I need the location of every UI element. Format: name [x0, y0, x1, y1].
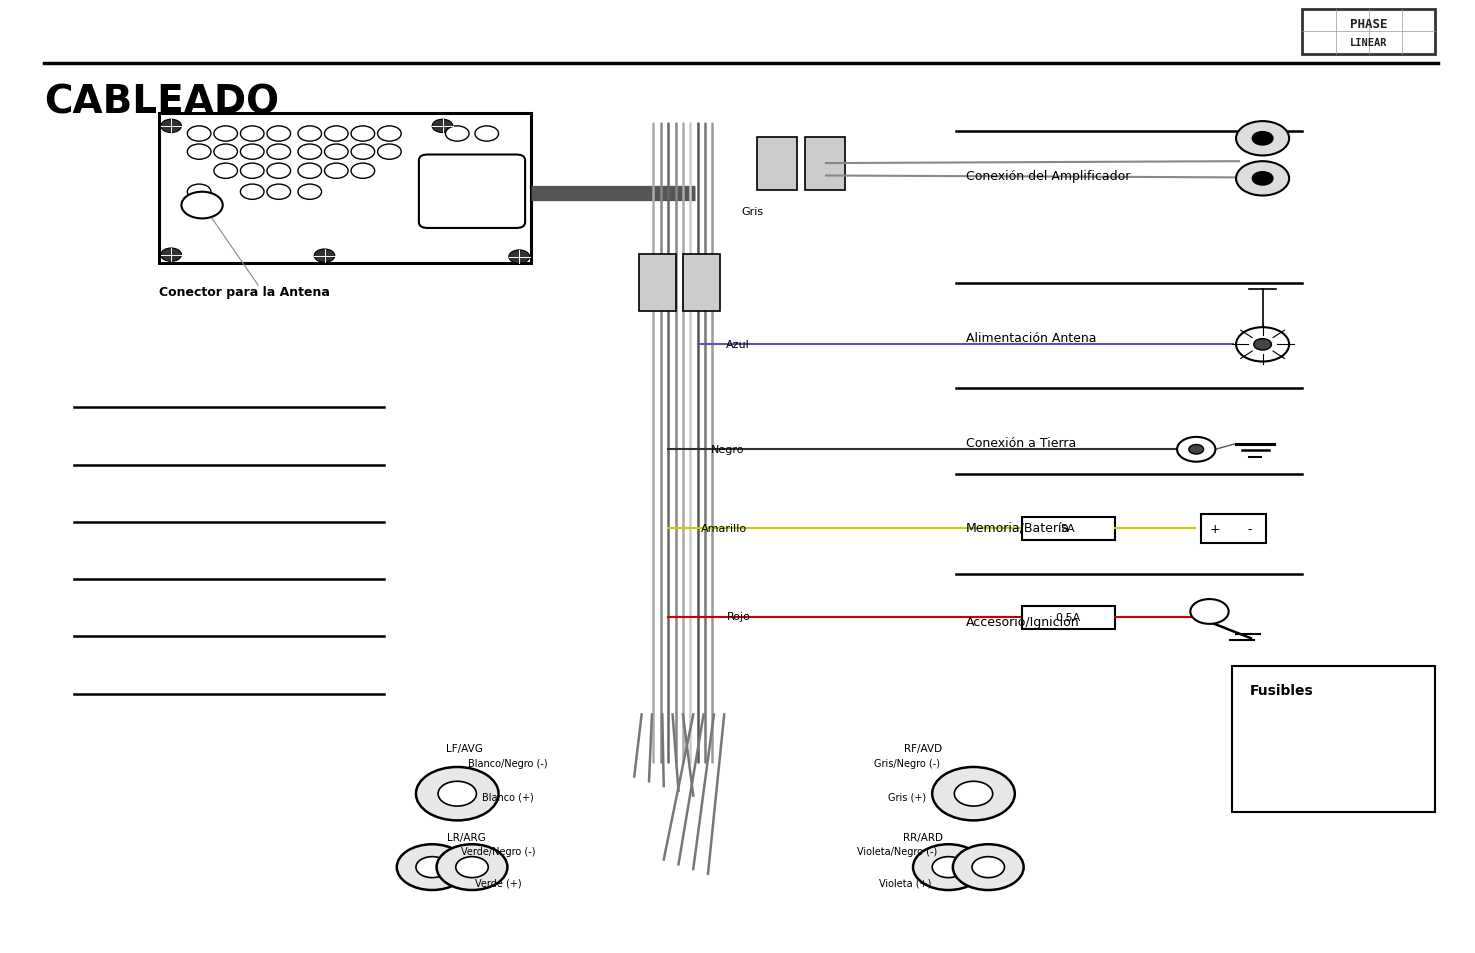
- Circle shape: [972, 857, 1004, 878]
- Circle shape: [913, 844, 984, 890]
- Text: Verde (+): Verde (+): [475, 878, 522, 887]
- Circle shape: [240, 127, 264, 142]
- Circle shape: [267, 164, 291, 179]
- Circle shape: [187, 145, 211, 160]
- Text: Negro: Negro: [711, 445, 743, 455]
- Text: Rojo: Rojo: [727, 612, 751, 621]
- Bar: [1302, 10, 1435, 55]
- Circle shape: [161, 120, 181, 133]
- Circle shape: [214, 127, 237, 142]
- Circle shape: [1236, 122, 1289, 156]
- Circle shape: [214, 145, 237, 160]
- Circle shape: [298, 145, 322, 160]
- Circle shape: [1236, 328, 1289, 362]
- Text: 0.5A: 0.5A: [1055, 613, 1081, 622]
- Circle shape: [324, 145, 348, 160]
- Circle shape: [240, 164, 264, 179]
- Circle shape: [351, 127, 375, 142]
- Text: 5A: 5A: [1061, 524, 1075, 534]
- Circle shape: [1236, 162, 1289, 196]
- Text: LR/ARG: LR/ARG: [447, 832, 485, 841]
- Circle shape: [1190, 599, 1229, 624]
- Text: RR/ARD: RR/ARD: [903, 832, 944, 841]
- Text: Gris: Gris: [742, 207, 764, 216]
- Circle shape: [953, 844, 1024, 890]
- Text: -: -: [1246, 522, 1252, 536]
- Text: Gris/Negro (-): Gris/Negro (-): [875, 759, 940, 768]
- Circle shape: [438, 781, 476, 806]
- Text: +: +: [1210, 522, 1221, 536]
- Circle shape: [954, 781, 993, 806]
- Circle shape: [161, 249, 181, 262]
- Circle shape: [267, 185, 291, 200]
- Text: Conexión a Tierra: Conexión a Tierra: [966, 436, 1077, 450]
- Circle shape: [267, 127, 291, 142]
- Circle shape: [475, 127, 499, 142]
- Circle shape: [509, 251, 530, 264]
- Bar: [1201, 515, 1266, 543]
- Circle shape: [445, 127, 469, 142]
- Text: Violeta (+): Violeta (+): [879, 878, 932, 887]
- FancyBboxPatch shape: [419, 155, 525, 229]
- Bar: [1022, 517, 1115, 540]
- Bar: [683, 254, 720, 312]
- Circle shape: [1254, 339, 1271, 351]
- Circle shape: [181, 193, 223, 219]
- Circle shape: [416, 767, 499, 821]
- Text: Azul: Azul: [726, 340, 749, 350]
- Bar: [1022, 606, 1115, 629]
- Circle shape: [432, 120, 453, 133]
- Bar: [1232, 666, 1435, 812]
- Circle shape: [214, 164, 237, 179]
- Circle shape: [437, 844, 507, 890]
- Circle shape: [187, 185, 211, 200]
- Circle shape: [932, 767, 1015, 821]
- Text: LF/AVG: LF/AVG: [447, 743, 484, 753]
- Circle shape: [324, 127, 348, 142]
- Circle shape: [314, 250, 335, 263]
- Circle shape: [187, 127, 211, 142]
- Text: Gris (+): Gris (+): [888, 792, 926, 801]
- Text: Alimentación Antena: Alimentación Antena: [966, 332, 1096, 345]
- Text: Blanco/Negro (-): Blanco/Negro (-): [468, 759, 547, 768]
- Circle shape: [1252, 132, 1273, 146]
- Bar: [159, 114, 531, 264]
- Circle shape: [351, 145, 375, 160]
- Bar: [639, 254, 676, 312]
- Circle shape: [1189, 445, 1204, 455]
- Circle shape: [351, 164, 375, 179]
- Circle shape: [298, 164, 322, 179]
- Text: LINEAR: LINEAR: [1350, 38, 1388, 48]
- Circle shape: [298, 185, 322, 200]
- Circle shape: [416, 857, 448, 878]
- Text: CABLEADO: CABLEADO: [44, 84, 279, 122]
- Circle shape: [1177, 437, 1215, 462]
- Circle shape: [378, 127, 401, 142]
- Text: Fusibles: Fusibles: [1249, 683, 1313, 698]
- Circle shape: [378, 145, 401, 160]
- Text: Memoria/Batería: Memoria/Batería: [966, 520, 1071, 534]
- Circle shape: [298, 127, 322, 142]
- Text: Verde/Negro (-): Verde/Negro (-): [462, 846, 535, 856]
- Bar: [757, 138, 797, 191]
- Circle shape: [324, 164, 348, 179]
- Circle shape: [932, 857, 965, 878]
- Circle shape: [456, 857, 488, 878]
- Text: Accesorio/Ignición: Accesorio/Ignición: [966, 615, 1080, 628]
- Circle shape: [397, 844, 468, 890]
- Circle shape: [240, 185, 264, 200]
- Text: Conector para la Antena: Conector para la Antena: [159, 286, 330, 299]
- Circle shape: [1252, 172, 1273, 186]
- Text: Violeta/Negro (-): Violeta/Negro (-): [857, 846, 937, 856]
- Bar: [805, 138, 845, 191]
- Text: PHASE: PHASE: [1350, 18, 1388, 31]
- Circle shape: [267, 145, 291, 160]
- Text: Conexión del Amplificador: Conexión del Amplificador: [966, 170, 1130, 183]
- Text: RF/AVD: RF/AVD: [904, 743, 943, 753]
- Text: Amarillo: Amarillo: [701, 524, 748, 534]
- Text: Blanco (+): Blanco (+): [481, 792, 534, 801]
- Circle shape: [240, 145, 264, 160]
